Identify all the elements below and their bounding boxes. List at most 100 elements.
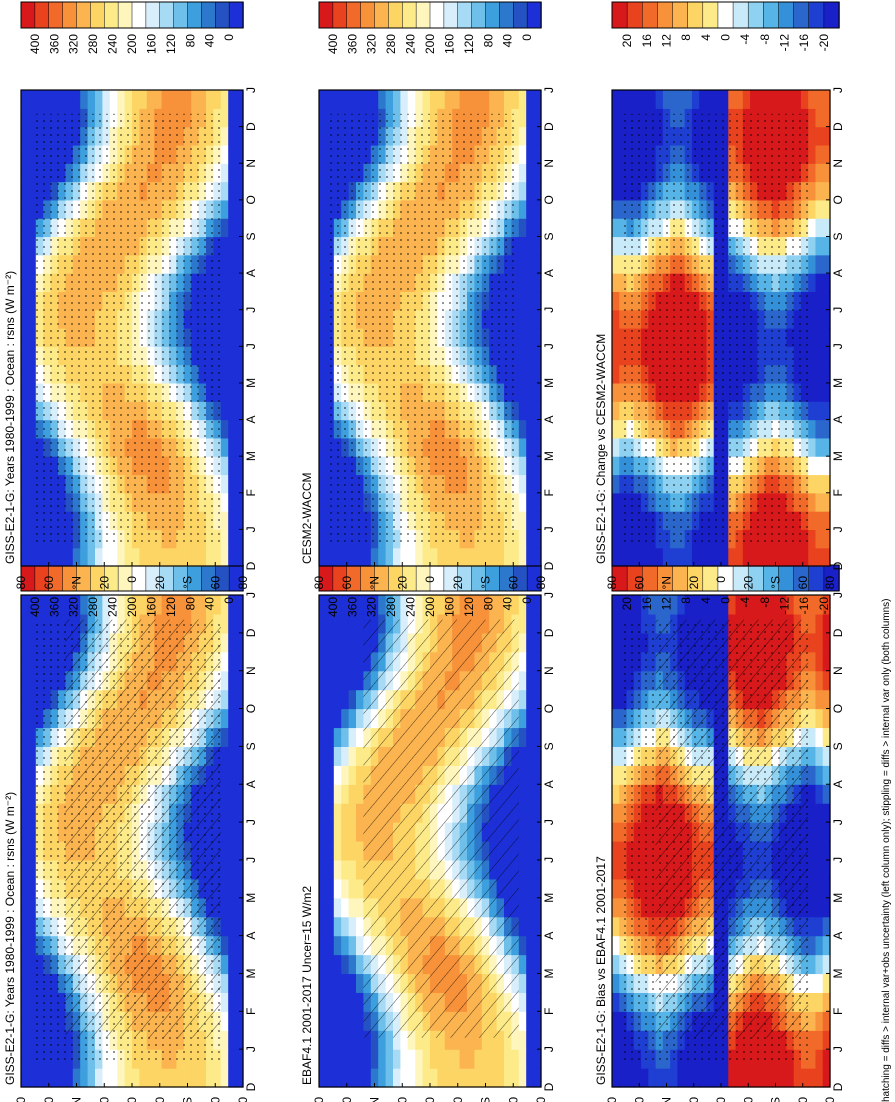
heatmap-cell bbox=[822, 708, 831, 729]
colorbar-label: 320 bbox=[365, 34, 379, 54]
heatmap-cell bbox=[612, 401, 620, 421]
heatmap-cell bbox=[822, 181, 831, 201]
heatmap-cell bbox=[341, 708, 350, 729]
heatmap-cell bbox=[109, 595, 118, 615]
heatmap-cell bbox=[235, 878, 244, 899]
heatmap-cell bbox=[385, 1030, 394, 1050]
heatmap-cell bbox=[319, 236, 327, 256]
heatmap-cell bbox=[662, 1068, 671, 1088]
colorbar-label: 240 bbox=[404, 597, 418, 617]
colorbar-label: 320 bbox=[67, 34, 81, 54]
heatmap-cell bbox=[735, 547, 744, 567]
heatmap-cell bbox=[496, 90, 505, 109]
heatmap-cell bbox=[235, 784, 244, 804]
heatmap-cell bbox=[341, 897, 350, 918]
heatmap-cell bbox=[764, 595, 773, 615]
heatmap-cell bbox=[161, 90, 170, 109]
month-tick-label: M bbox=[244, 378, 258, 388]
heatmap-cell bbox=[511, 1030, 520, 1050]
heatmap-cell bbox=[87, 1068, 96, 1088]
heatmap-cell bbox=[117, 1068, 126, 1088]
heatmap-cell bbox=[228, 181, 237, 201]
heatmap-cell bbox=[612, 689, 620, 710]
heatmap-cell bbox=[319, 144, 327, 164]
lat-tick-label: 80 bbox=[312, 576, 326, 590]
colorbar-label: 80 bbox=[183, 34, 197, 48]
heatmap-cell bbox=[356, 973, 364, 993]
month-tick-label: M bbox=[244, 451, 258, 461]
month-tick-label: J bbox=[244, 307, 258, 313]
heatmap-cell bbox=[706, 547, 715, 567]
heatmap-cell bbox=[319, 126, 327, 146]
heatmap-cell bbox=[815, 382, 824, 402]
heatmap-cell bbox=[518, 90, 527, 109]
heatmap-cell bbox=[459, 1049, 468, 1069]
heatmap-cell bbox=[619, 547, 628, 567]
heatmap-cell bbox=[808, 727, 817, 747]
heatmap-cell bbox=[326, 973, 335, 993]
heatmap-cell bbox=[533, 456, 542, 476]
colorbar-label: 280 bbox=[86, 597, 100, 617]
heatmap-cell bbox=[235, 689, 244, 710]
heatmap-cell bbox=[176, 547, 185, 567]
heatmap-cell bbox=[35, 547, 44, 567]
heatmap-cell bbox=[400, 1068, 409, 1088]
heatmap-cell bbox=[815, 651, 824, 672]
heatmap-cell bbox=[220, 236, 229, 256]
heatmap-cell bbox=[183, 595, 192, 615]
heatmap-cell bbox=[341, 916, 350, 937]
heatmap-cell bbox=[526, 529, 535, 549]
month-tick-label: D bbox=[831, 628, 845, 637]
heatmap-cell bbox=[691, 595, 700, 615]
colorbar-swatch bbox=[34, 1, 50, 29]
heatmap-cell bbox=[235, 973, 244, 993]
heatmap-cell bbox=[341, 878, 350, 899]
heatmap-cell bbox=[706, 595, 715, 615]
heatmap-cell bbox=[518, 382, 527, 402]
heatmap-cell bbox=[808, 689, 817, 710]
heatmap-cell bbox=[422, 90, 431, 109]
heatmap-cell bbox=[415, 1030, 424, 1050]
month-tick-label: J bbox=[542, 343, 556, 349]
heatmap-cell bbox=[815, 419, 824, 439]
heatmap-cell bbox=[815, 529, 824, 549]
colorbar-label: 4 bbox=[699, 597, 713, 604]
heatmap-cell bbox=[220, 90, 229, 109]
colorbar-label: 360 bbox=[47, 34, 61, 54]
heatmap-cell bbox=[612, 364, 620, 384]
heatmap-cell bbox=[228, 144, 237, 164]
heatmap-cell bbox=[533, 973, 542, 993]
heatmap-cell bbox=[822, 916, 831, 937]
heatmap-cell bbox=[228, 309, 237, 329]
heatmap-cell bbox=[213, 1068, 222, 1088]
heatmap-cell bbox=[124, 90, 133, 109]
heatmap-cell bbox=[474, 1049, 483, 1069]
heatmap-cell bbox=[518, 595, 527, 615]
month-tick-label: J bbox=[244, 857, 258, 863]
heatmap-cell bbox=[198, 547, 207, 567]
heatmap-cell bbox=[612, 419, 620, 439]
heatmap-cell bbox=[326, 595, 335, 615]
heatmap-cell bbox=[341, 613, 350, 634]
heatmap-cell bbox=[393, 90, 401, 109]
heatmap-cell bbox=[356, 1068, 364, 1088]
heatmap-cell bbox=[326, 935, 335, 956]
heatmap-cell bbox=[235, 492, 244, 512]
heatmap-cell bbox=[786, 1068, 795, 1088]
heatmap-cell bbox=[533, 822, 542, 842]
heatmap-cell bbox=[50, 1068, 59, 1088]
heatmap-cell bbox=[526, 309, 535, 329]
heatmap-cell bbox=[333, 746, 342, 766]
heatmap-cell bbox=[815, 346, 824, 366]
heatmap-cell bbox=[612, 784, 620, 804]
colorbar-frame bbox=[318, 1, 542, 29]
heatmap-cell bbox=[319, 878, 327, 899]
heatmap-cell bbox=[808, 632, 817, 653]
heatmap-cell bbox=[378, 1049, 387, 1069]
colorbar: 400 360 320 280 240 200 160 120 80 40 0 bbox=[20, 564, 244, 617]
heatmap-cell bbox=[533, 419, 542, 439]
heatmap-cell bbox=[533, 859, 542, 880]
heatmap-cell bbox=[489, 90, 498, 109]
heatmap-cell bbox=[356, 992, 364, 1012]
